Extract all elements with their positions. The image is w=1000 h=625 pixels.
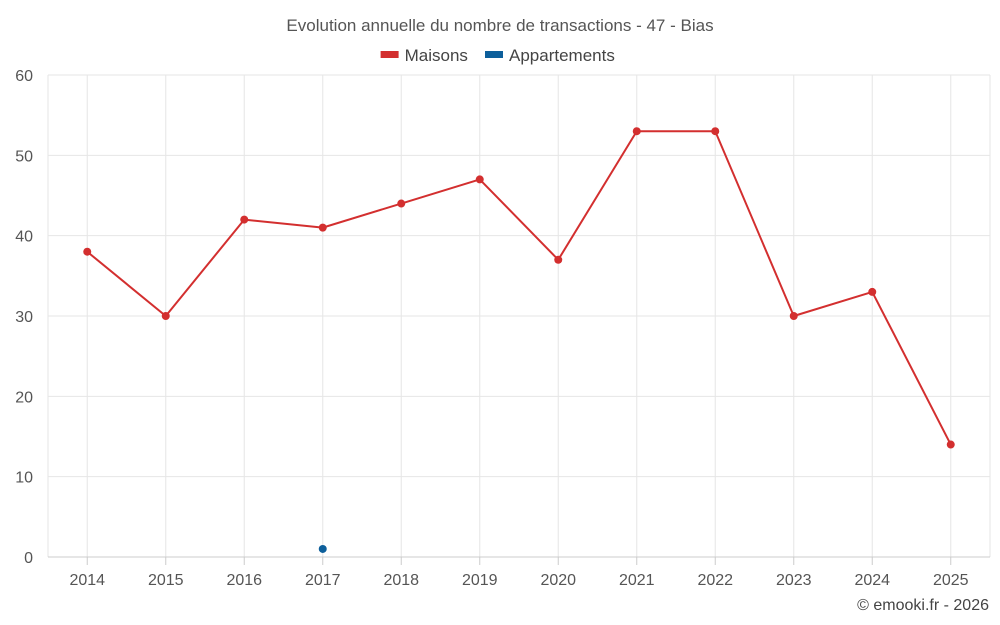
- y-tick-label: 0: [24, 550, 33, 567]
- x-gridlines: [86, 75, 952, 565]
- y-tick-label: 60: [15, 68, 33, 85]
- legend: Maisons Appartements: [380, 46, 615, 65]
- legend-item-maisons[interactable]: Maisons: [380, 46, 468, 65]
- x-tick-label: 2022: [697, 572, 733, 589]
- data-point[interactable]: [711, 127, 720, 136]
- legend-swatch: [380, 51, 399, 58]
- x-tick-label: 2014: [69, 572, 105, 589]
- y-gridlines: [48, 74, 990, 478]
- x-axis-ticks: 2014 2015 2016 2017 2018 2019 2020 2021 2022 2023…: [69, 572, 968, 589]
- data-point[interactable]: [632, 127, 641, 136]
- x-tick-label: 2021: [619, 572, 655, 589]
- x-tick-label: 2017: [305, 572, 341, 589]
- data-point[interactable]: [475, 175, 484, 184]
- series-line: [86, 130, 952, 445]
- data-point[interactable]: [83, 247, 92, 256]
- x-tick-label: 2020: [540, 572, 576, 589]
- series-maisons: [83, 127, 955, 449]
- axes: [47, 75, 991, 558]
- x-tick-label: 2018: [383, 572, 419, 589]
- y-tick-label: 10: [15, 470, 33, 487]
- chart-title: Evolution annuelle du nombre de transact…: [286, 16, 713, 35]
- data-point[interactable]: [240, 215, 249, 224]
- y-tick-label: 20: [15, 389, 33, 406]
- legend-label: Maisons: [405, 46, 468, 65]
- legend-label: Appartements: [509, 46, 615, 65]
- x-tick-label: 2024: [854, 572, 890, 589]
- series-appartements: [318, 544, 327, 553]
- data-point[interactable]: [318, 544, 327, 553]
- data-point[interactable]: [868, 287, 877, 296]
- data-point[interactable]: [318, 223, 327, 232]
- data-point[interactable]: [946, 440, 955, 449]
- y-tick-label: 30: [15, 309, 33, 326]
- x-tick-label: 2019: [462, 572, 498, 589]
- data-point[interactable]: [554, 255, 563, 264]
- series-layer: [83, 127, 955, 553]
- data-point[interactable]: [397, 199, 406, 208]
- legend-swatch: [485, 51, 503, 58]
- data-point[interactable]: [161, 312, 170, 320]
- x-tick-label: 2016: [226, 572, 262, 589]
- data-point[interactable]: [789, 312, 798, 320]
- x-tick-label: 2025: [933, 572, 969, 589]
- credit-text: © emooki.fr - 2026: [857, 597, 989, 614]
- x-tick-label: 2015: [148, 572, 184, 589]
- x-tick-label: 2023: [776, 572, 812, 589]
- legend-item-appartements[interactable]: Appartements: [485, 46, 615, 65]
- y-tick-label: 40: [15, 229, 33, 246]
- y-tick-label: 50: [15, 148, 33, 165]
- y-axis-ticks: 0 10 20 30 40 50 60: [15, 68, 33, 567]
